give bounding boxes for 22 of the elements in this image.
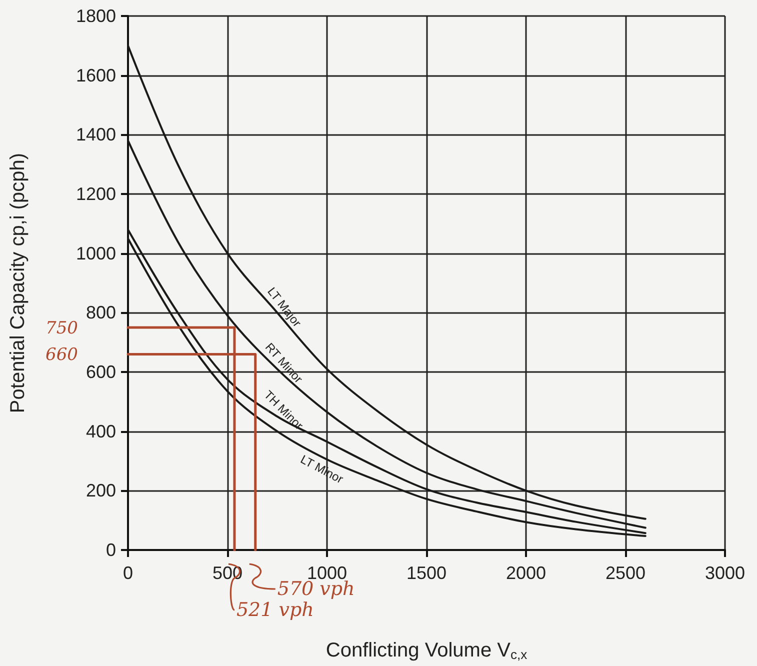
y-tick-label: 0 <box>106 540 116 560</box>
y-tick-label: 800 <box>86 302 116 323</box>
y-tick-label: 1600 <box>76 65 116 86</box>
y-tick-label: 600 <box>86 362 116 382</box>
x-tick-label: 0 <box>122 563 134 583</box>
x-tick-label: 2500 <box>605 563 646 583</box>
y-tick-label: 200 <box>86 480 116 501</box>
annotation: 660 <box>46 345 78 366</box>
x-axis-title: Conflicting Volume Vc,x <box>326 640 528 662</box>
x-tick-label: 1500 <box>406 563 447 583</box>
text: LT Minor <box>298 452 346 486</box>
x-tick-label: 2000 <box>506 563 546 583</box>
y-tick-label: 1000 <box>76 243 116 264</box>
annotation: 750 <box>46 318 78 338</box>
y-tick-label: 1800 <box>76 6 116 26</box>
annotation: 521 vph <box>236 599 314 621</box>
x-tick-label: 3000 <box>704 563 746 583</box>
y-tick-label: 1200 <box>76 184 116 204</box>
y-tick-label: 1400 <box>76 124 116 145</box>
y-tick-label: 400 <box>86 421 116 442</box>
y-axis-title: Potential Capacity cp,i (pcph) <box>7 152 29 414</box>
annotation: 570 vph <box>277 578 355 600</box>
